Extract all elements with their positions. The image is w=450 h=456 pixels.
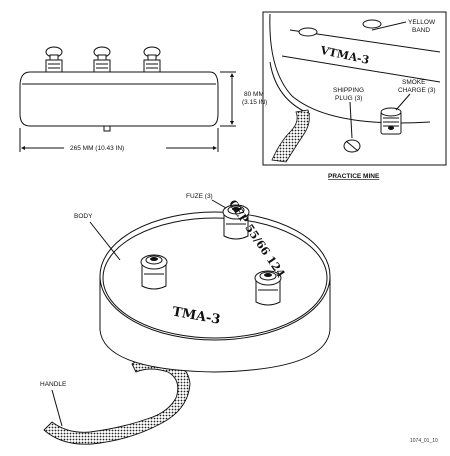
side-fuze-1 bbox=[45, 46, 63, 73]
main-fuze-top bbox=[222, 204, 250, 240]
smoke-charge-label-1: SMOKE bbox=[402, 79, 426, 86]
main-body-top bbox=[99, 211, 331, 341]
main-view: TMA-3 CEP 55/66 124 FUZE (3) BODY HANDLE… bbox=[40, 193, 438, 445]
handle-label: HANDLE bbox=[40, 381, 67, 388]
inset-frame bbox=[262, 11, 447, 166]
smoke-charge-label-2: CHARGE (3) bbox=[398, 87, 436, 94]
practice-handle bbox=[271, 109, 310, 163]
side-view-body bbox=[19, 71, 219, 127]
practice-mine-inset: VTMA-3 YELLOW BAND SMOKE CHARGE (3) SHIP… bbox=[262, 11, 447, 180]
height-label-mm: 80 MM bbox=[244, 91, 264, 98]
body-label: BODY bbox=[74, 213, 93, 220]
shipping-plug-label-2: PLUG (3) bbox=[335, 95, 362, 102]
width-label: 265 MM (10.43 IN) bbox=[70, 145, 124, 152]
yellow-band-label-1: YELLOW bbox=[408, 19, 436, 26]
height-label-in: (3.15 IN) bbox=[242, 99, 267, 106]
side-bottom-plug bbox=[103, 125, 111, 132]
fuze-label: FUZE (3) bbox=[186, 193, 213, 200]
figure-id: 1074_01_10 bbox=[410, 438, 438, 444]
side-view: 80 MM (3.15 IN) 265 MM (10.43 IN) bbox=[19, 46, 267, 152]
side-fuze-2 bbox=[93, 46, 111, 73]
main-handle bbox=[43, 357, 191, 445]
yellow-band-label-2: BAND bbox=[412, 27, 430, 34]
main-fuze-right bbox=[254, 270, 282, 306]
shipping-plug-label-1: SHIPPING bbox=[333, 87, 364, 94]
main-fuze-left bbox=[140, 254, 168, 290]
practice-mine-caption: PRACTICE MINE bbox=[328, 173, 380, 180]
shipping-plug-icon bbox=[343, 139, 361, 153]
side-fuze-3 bbox=[143, 46, 161, 73]
smoke-charge-icon bbox=[380, 107, 402, 135]
